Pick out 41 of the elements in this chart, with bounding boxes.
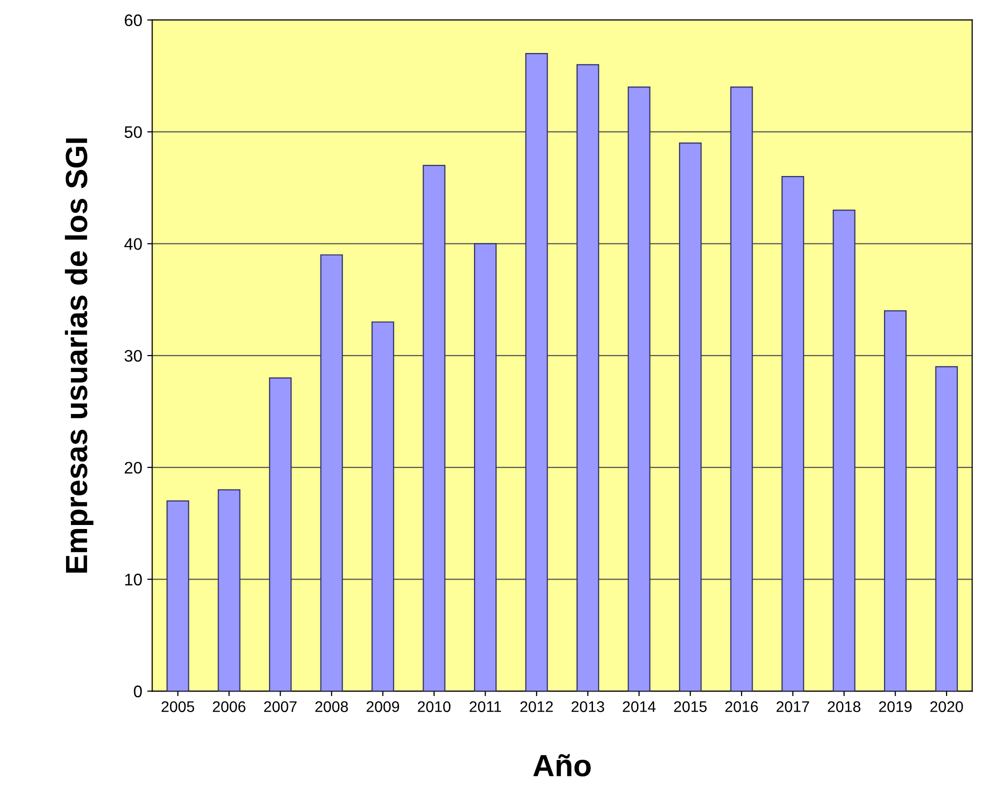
x-tick-label: 2007 xyxy=(264,701,297,712)
x-tick-label: 2018 xyxy=(828,701,860,712)
bar xyxy=(474,243,497,692)
bar xyxy=(372,321,394,692)
x-tick-label: 2019 xyxy=(879,701,912,712)
bar xyxy=(628,86,650,692)
bar xyxy=(730,86,753,692)
bar xyxy=(679,142,702,692)
bar xyxy=(935,366,958,692)
bar xyxy=(422,164,446,692)
y-tick-label: 0 xyxy=(134,686,142,698)
y-tick-label: 40 xyxy=(124,238,142,250)
x-tick-label: 2014 xyxy=(622,701,656,712)
bar xyxy=(576,64,600,692)
bar xyxy=(269,377,292,692)
x-tick-label: 2006 xyxy=(212,701,246,712)
x-tick-label: 2015 xyxy=(674,701,707,712)
bar xyxy=(884,310,907,692)
x-tick-label: 2016 xyxy=(725,701,758,712)
x-tick-label: 2011 xyxy=(470,701,502,712)
bar xyxy=(218,489,240,692)
y-tick-label: 20 xyxy=(124,462,142,474)
x-tick-label: 2010 xyxy=(418,701,450,712)
bar xyxy=(832,210,856,692)
bar xyxy=(166,500,190,692)
y-tick-label: 50 xyxy=(124,126,142,138)
y-tick-label: 10 xyxy=(125,574,142,586)
x-axis-title: Año xyxy=(533,754,591,776)
x-tick-label: 2020 xyxy=(930,701,963,712)
y-tick-label: 60 xyxy=(124,14,142,26)
x-tick-label: 2013 xyxy=(572,701,604,712)
y-tick-label: 30 xyxy=(124,350,142,362)
x-tick-label: 2005 xyxy=(162,701,194,712)
x-tick-label: 2012 xyxy=(520,701,553,712)
x-tick-label: 2017 xyxy=(776,701,810,712)
x-tick-label: 2008 xyxy=(315,701,348,712)
bar xyxy=(781,176,804,692)
bar xyxy=(525,52,548,692)
bar xyxy=(320,254,343,692)
x-tick-label: 2009 xyxy=(366,701,400,712)
y-axis-title: Empresas usuarias de los SGI xyxy=(64,138,94,573)
